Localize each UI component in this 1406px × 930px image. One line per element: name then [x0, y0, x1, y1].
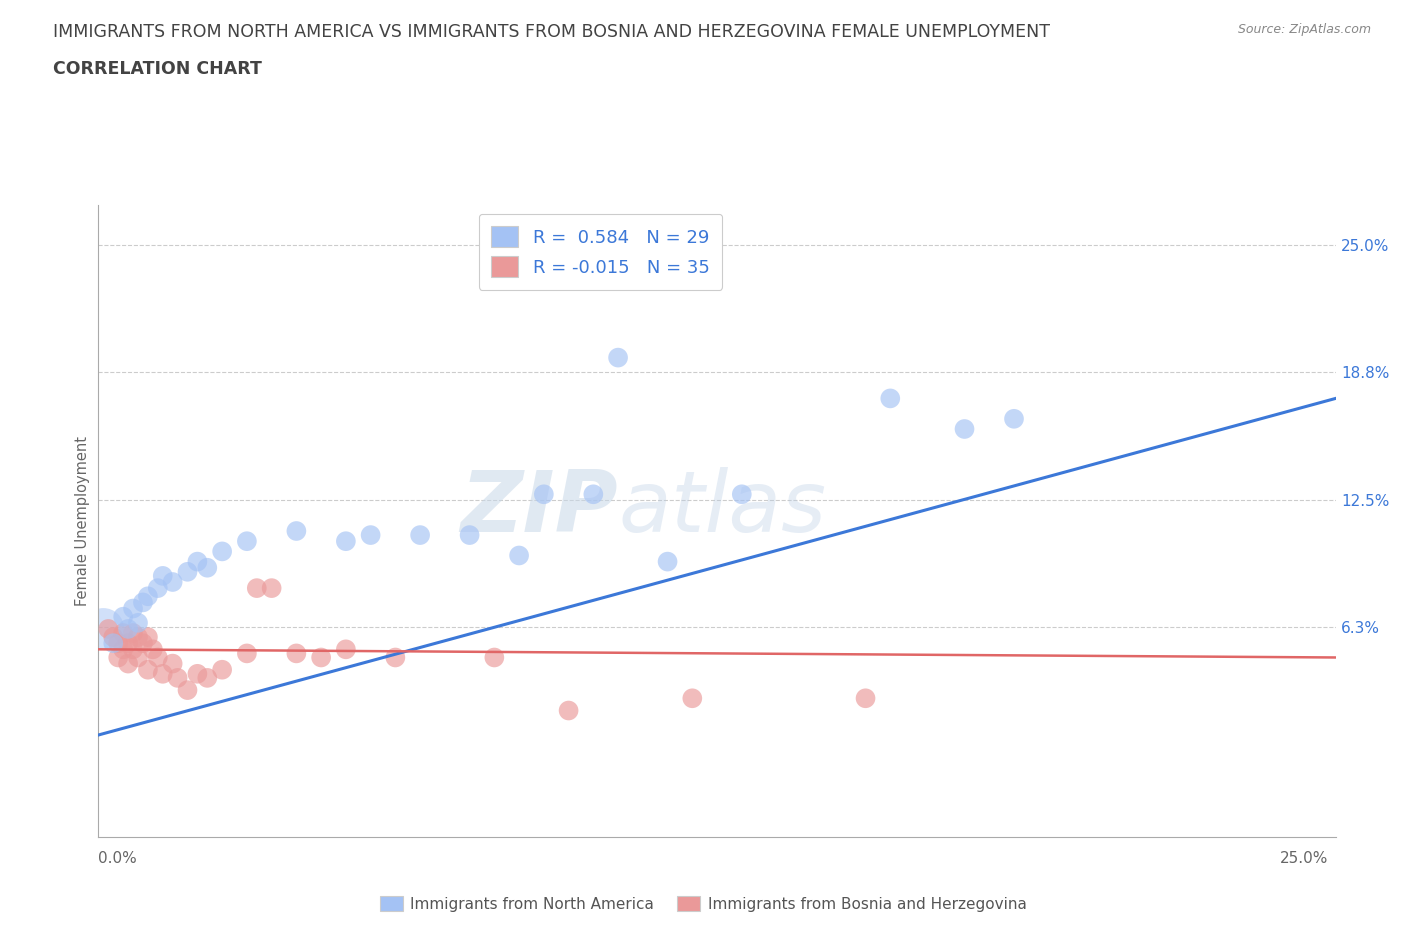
Point	[112, 642, 135, 657]
Point	[458, 527, 481, 542]
Point	[236, 646, 259, 661]
Point	[186, 554, 208, 569]
Point	[132, 595, 155, 610]
Point	[97, 621, 120, 636]
Point	[953, 421, 976, 436]
Point	[309, 650, 332, 665]
Point	[285, 524, 308, 538]
Point	[484, 650, 506, 665]
Text: atlas: atlas	[619, 467, 827, 550]
Legend: Immigrants from North America, Immigrants from Bosnia and Herzegovina: Immigrants from North America, Immigrant…	[374, 889, 1032, 918]
Text: 0.0%: 0.0%	[98, 851, 138, 866]
Point	[657, 554, 679, 569]
Point	[107, 650, 129, 665]
Text: Source: ZipAtlas.com: Source: ZipAtlas.com	[1237, 23, 1371, 36]
Point	[607, 351, 630, 365]
Point	[360, 527, 382, 542]
Point	[122, 601, 145, 616]
Point	[879, 391, 901, 405]
Point	[557, 703, 579, 718]
Text: IMMIGRANTS FROM NORTH AMERICA VS IMMIGRANTS FROM BOSNIA AND HERZEGOVINA FEMALE U: IMMIGRANTS FROM NORTH AMERICA VS IMMIGRA…	[53, 23, 1050, 41]
Point	[211, 662, 233, 677]
Point	[260, 580, 283, 595]
Text: CORRELATION CHART: CORRELATION CHART	[53, 60, 263, 78]
Text: 25.0%: 25.0%	[1281, 851, 1329, 866]
Y-axis label: Female Unemployment: Female Unemployment	[75, 436, 90, 605]
Point	[176, 683, 198, 698]
Legend: R =  0.584   N = 29, R = -0.015   N = 35: R = 0.584 N = 29, R = -0.015 N = 35	[478, 214, 723, 289]
Point	[112, 609, 135, 624]
Point	[132, 636, 155, 651]
Point	[533, 486, 555, 501]
Point	[103, 636, 125, 651]
Point	[335, 642, 357, 657]
Point	[681, 691, 703, 706]
Point	[136, 589, 159, 604]
Point	[211, 544, 233, 559]
Point	[1002, 411, 1025, 426]
Point	[186, 667, 208, 682]
Point	[162, 657, 184, 671]
Point	[146, 650, 169, 665]
Point	[152, 667, 174, 682]
Point	[117, 621, 139, 636]
Point	[335, 534, 357, 549]
Point	[731, 486, 754, 501]
Point	[107, 636, 129, 651]
Point	[162, 575, 184, 590]
Point	[117, 636, 139, 651]
Point	[103, 630, 125, 644]
Point	[166, 671, 188, 685]
Point	[122, 626, 145, 641]
Point	[246, 580, 269, 595]
Text: ZIP: ZIP	[460, 467, 619, 550]
Point	[146, 580, 169, 595]
Point	[236, 534, 259, 549]
Point	[384, 650, 406, 665]
Point	[136, 630, 159, 644]
Point	[117, 657, 139, 671]
Point	[93, 621, 115, 636]
Point	[195, 671, 218, 685]
Point	[122, 642, 145, 657]
Point	[582, 486, 605, 501]
Point	[142, 642, 165, 657]
Point	[136, 662, 159, 677]
Point	[409, 527, 432, 542]
Point	[508, 548, 530, 563]
Point	[112, 626, 135, 641]
Point	[195, 560, 218, 575]
Point	[285, 646, 308, 661]
Point	[855, 691, 877, 706]
Point	[127, 630, 149, 644]
Point	[127, 650, 149, 665]
Point	[152, 568, 174, 583]
Point	[176, 565, 198, 579]
Point	[127, 616, 149, 631]
